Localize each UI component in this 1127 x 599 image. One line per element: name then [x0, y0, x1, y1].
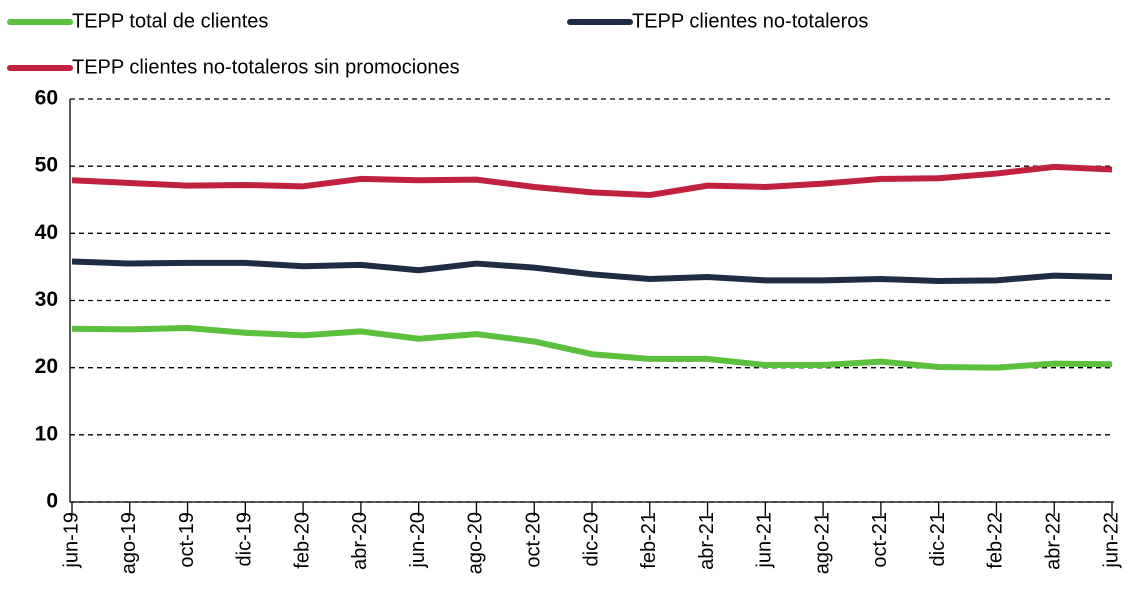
y-tick-label: 20	[35, 355, 58, 378]
series-line	[71, 258, 1113, 285]
x-tick-label: jun-22	[1100, 512, 1122, 569]
y-tick-label: 60	[35, 87, 58, 110]
x-tick-label: oct-21	[869, 512, 891, 568]
y-tick-label: 50	[35, 154, 58, 177]
y-tick-label: 10	[35, 422, 58, 445]
x-tick-label: feb-21	[638, 512, 660, 569]
x-tick-label: jun-21	[754, 512, 776, 569]
y-tick-label: 40	[35, 221, 58, 244]
y-tick-label: 30	[35, 288, 58, 311]
x-tick-label: oct-20	[523, 512, 545, 568]
x-tick-label: feb-20	[291, 512, 313, 569]
series-line	[71, 163, 1113, 199]
x-tick-label: dic-20	[580, 512, 602, 566]
x-tick-label: ago-20	[465, 512, 487, 574]
x-tick-label: abr-20	[349, 512, 371, 570]
y-tick-label: 0	[46, 490, 58, 513]
x-tick-label: dic-19	[234, 512, 256, 566]
series-line	[71, 325, 1113, 371]
x-tick-label: abr-22	[1043, 512, 1065, 570]
x-tick-label: ago-21	[811, 512, 833, 574]
legend-label: TEPP total de clientes	[72, 10, 268, 32]
x-tick-label: dic-21	[927, 512, 949, 566]
x-tick-label: ago-19	[118, 512, 140, 574]
x-tick-label: feb-22	[985, 512, 1007, 569]
legend-label: TEPP clientes no-totaleros sin promocion…	[72, 56, 460, 78]
x-tick-label: jun-19	[60, 512, 82, 569]
x-tick-label: oct-19	[176, 512, 198, 568]
x-tick-label: abr-21	[696, 512, 718, 570]
legend-label: TEPP clientes no-totaleros	[632, 10, 868, 32]
x-tick-label: jun-20	[407, 512, 429, 569]
